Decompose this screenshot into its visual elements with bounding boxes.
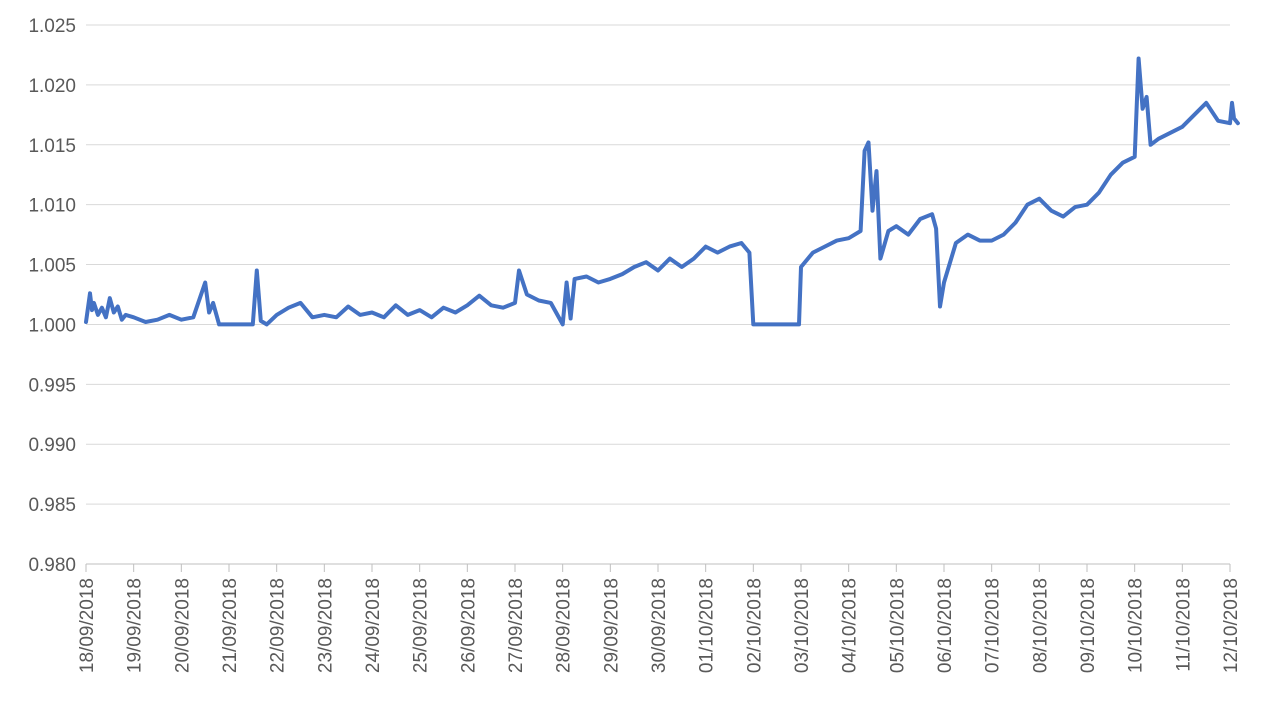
- series-layer: [84, 56, 1240, 327]
- y-tick-label: 1.010: [28, 196, 76, 217]
- x-tick-label: 25/09/2018: [411, 578, 432, 673]
- y-tick-label: 0.980: [28, 555, 76, 576]
- y-axis-tick-labels: 1.025 1.020 1.015 1.010 1.005 1.000 0.995 0.990…: [28, 16, 76, 576]
- x-tick-label: 07/10/2018: [983, 578, 1004, 673]
- x-tick-label: 29/09/2018: [601, 578, 622, 673]
- y-tick-label: 1.015: [28, 136, 76, 157]
- x-tick-label: 11/10/2018: [1173, 578, 1194, 672]
- y-tick-label: 0.990: [28, 435, 76, 456]
- x-tick-label: 06/10/2018: [935, 578, 956, 673]
- y-tick-label: 1.025: [28, 16, 76, 37]
- x-tick-label: 09/10/2018: [1078, 578, 1099, 673]
- y-tick-label: 0.995: [28, 375, 76, 396]
- x-tick-label: 08/10/2018: [1030, 578, 1051, 673]
- x-tick-label: 27/09/2018: [506, 578, 527, 673]
- y-tick-label: 1.005: [28, 256, 76, 277]
- x-tick-label: 12/10/2018: [1221, 578, 1242, 673]
- x-tick-label: 22/09/2018: [268, 578, 289, 673]
- x-tick-label: 21/09/2018: [220, 578, 241, 673]
- x-tick-label: 30/09/2018: [649, 578, 670, 673]
- x-tick-label: 20/09/2018: [172, 578, 193, 673]
- x-tick-label: 05/10/2018: [887, 578, 908, 673]
- x-tick-label: 23/09/2018: [315, 578, 336, 673]
- x-tick-label: 28/09/2018: [554, 578, 575, 673]
- x-tick-label: 24/09/2018: [363, 578, 384, 673]
- x-tick-label: 02/10/2018: [744, 578, 765, 673]
- x-tick-label: 18/09/2018: [77, 578, 98, 673]
- x-tick-label: 03/10/2018: [792, 578, 813, 673]
- x-tick-label: 01/10/2018: [697, 578, 718, 673]
- x-axis: 18/09/2018 19/09/2018 20/09/2018 21/09/2018…: [77, 564, 1242, 673]
- y-tick-label: 1.020: [28, 76, 76, 97]
- x-tick-label: 26/09/2018: [458, 578, 479, 673]
- x-tick-label: 10/10/2018: [1126, 578, 1147, 673]
- y-tick-label: 0.985: [28, 495, 76, 516]
- x-tick-label: 19/09/2018: [125, 578, 146, 673]
- series-line: [84, 56, 1240, 327]
- x-tick-label: 04/10/2018: [840, 578, 861, 673]
- y-tick-label: 1.000: [28, 315, 76, 336]
